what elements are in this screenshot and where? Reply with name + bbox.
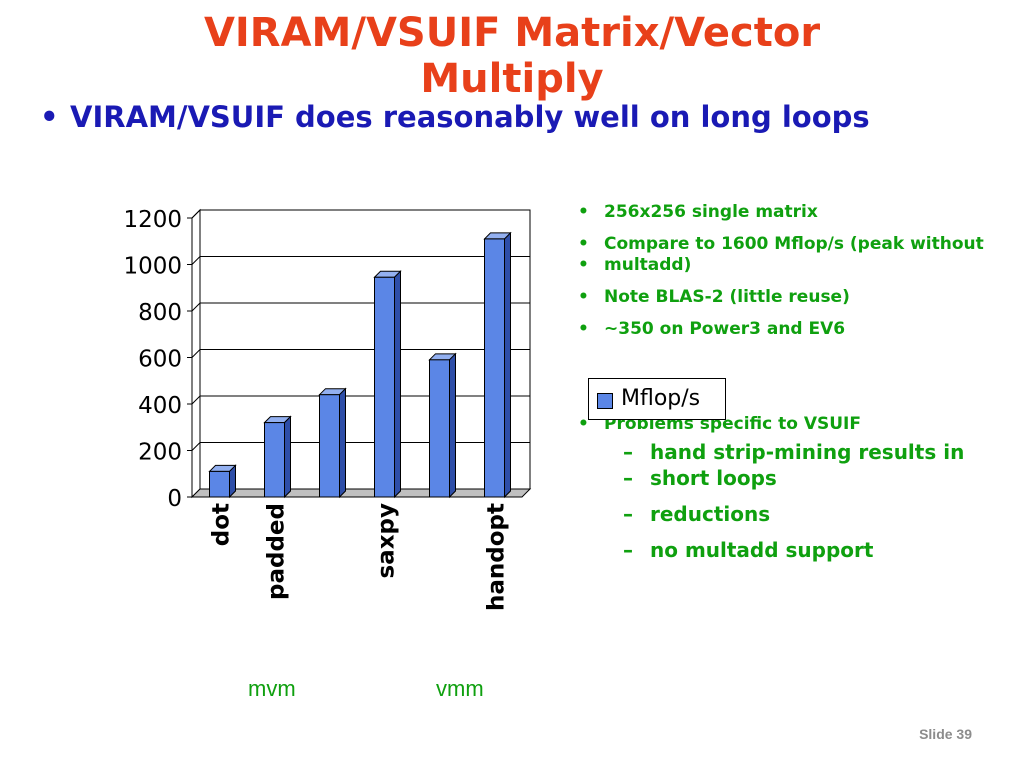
gridline <box>191 302 530 312</box>
bar-side <box>229 464 236 499</box>
sub-note-multadd: no multadd support <box>576 537 1024 563</box>
main-bullet: • VIRAM/VSUIF does reasonably well on lon… <box>40 100 870 134</box>
bar-saxpy <box>373 270 402 499</box>
gridline <box>191 395 530 405</box>
gridline <box>191 442 530 451</box>
legend-label: Mflop/s <box>621 386 701 411</box>
bar-front <box>209 470 230 498</box>
bar-dot <box>208 464 237 499</box>
bar-front <box>264 422 285 498</box>
sub-note-strip-mining-cont: short loops <box>576 465 1024 491</box>
x-tick-label: handopt <box>484 503 510 611</box>
bar-side <box>284 415 291 499</box>
y-tick-label: 400 <box>138 393 182 419</box>
legend-swatch <box>597 393 613 409</box>
group-label-vmm: vmm <box>436 676 484 701</box>
y-tick-label: 600 <box>138 347 182 373</box>
slide-number: Slide 39 <box>919 726 972 742</box>
bar-side <box>449 352 456 499</box>
chart-floor <box>190 488 532 498</box>
y-tick-label: 200 <box>138 440 182 466</box>
sub-note-strip-mining: hand strip-mining results in <box>576 439 1024 465</box>
sub-note-reductions: reductions <box>576 501 1024 527</box>
chart-legend: Mflop/s <box>588 378 726 420</box>
bar-side <box>394 270 401 499</box>
bar-front <box>429 359 450 498</box>
x-tick-label: dot <box>209 503 235 546</box>
bar-group-2 <box>318 387 347 499</box>
note-matrix-size: 256x256 single matrix <box>576 202 1024 223</box>
bar-group-4 <box>428 352 457 499</box>
bar-padded <box>263 415 292 499</box>
bar-side <box>504 231 511 499</box>
gridline <box>191 349 530 358</box>
main-bullet-text: VIRAM/VSUIF does reasonably well on long… <box>70 100 870 134</box>
gridline <box>191 256 530 265</box>
bar-front <box>484 238 505 498</box>
y-tick-label: 800 <box>138 300 182 326</box>
bar-chart: 0 200 400 600 800 1000 1200 dot padded saxpy hando… <box>123 207 532 611</box>
y-tick-label: 1000 <box>123 254 182 280</box>
note-peak-compare: Compare to 1600 Mflop/s (peak without <box>576 234 1024 255</box>
bar-side <box>339 387 346 499</box>
gridline <box>191 209 530 219</box>
y-tick-label: 0 <box>167 486 182 512</box>
bar-handopt <box>483 231 512 499</box>
y-tick-label: 1200 <box>123 207 182 233</box>
note-peak-compare-cont: multadd) <box>576 255 1024 276</box>
note-power3: ~350 on Power3 and EV6 <box>576 319 1024 340</box>
group-label-mvm: mvm <box>248 676 296 701</box>
x-tick-label: padded <box>264 503 290 600</box>
note-blas2: Note BLAS-2 (little reuse) <box>576 287 1024 308</box>
bar-front <box>374 276 395 498</box>
slide-title-line2: Multiply <box>420 56 604 102</box>
slide-title-line1: VIRAM/VSUIF Matrix/Vector <box>203 10 821 56</box>
notes-panel: 256x256 single matrix Compare to 1600 Mf… <box>576 202 1024 573</box>
x-tick-label: saxpy <box>374 503 400 579</box>
bar-front <box>319 394 340 498</box>
